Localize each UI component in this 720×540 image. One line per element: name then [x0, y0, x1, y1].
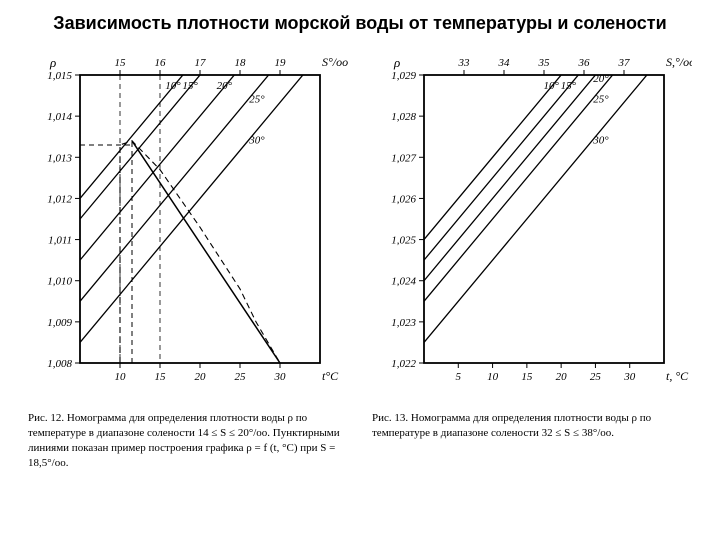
svg-text:15: 15 [155, 371, 167, 383]
svg-text:t, °C: t, °C [666, 369, 689, 383]
svg-text:t°C: t°C [322, 369, 339, 383]
svg-text:20: 20 [556, 371, 568, 383]
svg-text:19: 19 [275, 57, 287, 69]
svg-text:ρ: ρ [49, 55, 56, 70]
svg-text:ρ: ρ [393, 55, 400, 70]
svg-text:1,022: 1,022 [391, 358, 416, 370]
svg-text:S°/oo: S°/oo [322, 55, 348, 69]
svg-text:33: 33 [458, 57, 471, 69]
svg-text:1,027: 1,027 [391, 153, 416, 165]
svg-text:1,008: 1,008 [47, 358, 72, 370]
page-title: Зависимость плотности морской воды от те… [20, 12, 700, 35]
svg-text:1,025: 1,025 [391, 235, 416, 247]
svg-text:20°: 20° [593, 73, 609, 85]
svg-text:1,009: 1,009 [47, 317, 72, 329]
svg-text:1,013: 1,013 [47, 153, 72, 165]
charts-container: 1,015 1,014 1,013 1,012 1,011 1,010 1,009 1,008… [20, 45, 700, 470]
svg-text:1,024: 1,024 [391, 276, 416, 288]
svg-text:1,026: 1,026 [391, 194, 416, 206]
svg-text:16: 16 [155, 57, 167, 69]
svg-text:20: 20 [195, 371, 207, 383]
svg-text:34: 34 [498, 57, 511, 69]
svg-text:25°: 25° [249, 94, 265, 106]
svg-text:30°: 30° [248, 135, 265, 147]
svg-text:25°: 25° [593, 94, 609, 106]
svg-text:30: 30 [623, 371, 636, 383]
right-column: 1,029 1,028 1,027 1,026 1,025 1,024 1,023 1,022… [372, 45, 692, 470]
svg-text:10°: 10° [543, 80, 559, 92]
svg-text:S,°/oo: S,°/oo [666, 55, 692, 69]
svg-text:10: 10 [487, 371, 499, 383]
svg-text:1,014: 1,014 [47, 112, 72, 124]
svg-text:35: 35 [538, 57, 551, 69]
nomogram-left: 1,015 1,014 1,013 1,012 1,011 1,010 1,009 1,008… [28, 45, 348, 405]
svg-text:10°: 10° [165, 80, 181, 92]
caption-right: Рис. 13. Номограмма для определения плот… [372, 411, 692, 441]
svg-text:25: 25 [235, 371, 247, 383]
caption-left: Рис. 12. Номограмма для определения плот… [28, 411, 348, 470]
svg-text:37: 37 [618, 57, 631, 69]
svg-text:1,028: 1,028 [391, 112, 416, 124]
svg-text:36: 36 [578, 57, 591, 69]
nomogram-right: 1,029 1,028 1,027 1,026 1,025 1,024 1,023 1,022… [372, 45, 692, 405]
svg-text:15: 15 [521, 371, 533, 383]
svg-text:1,011: 1,011 [48, 235, 72, 247]
svg-text:18: 18 [235, 57, 247, 69]
svg-text:25: 25 [590, 371, 602, 383]
svg-text:1,010: 1,010 [47, 276, 72, 288]
svg-text:15: 15 [115, 57, 127, 69]
svg-text:5: 5 [456, 371, 462, 383]
svg-text:30: 30 [274, 371, 287, 383]
svg-text:1,012: 1,012 [47, 194, 72, 206]
svg-text:20°: 20° [217, 80, 233, 92]
svg-text:15°: 15° [182, 80, 198, 92]
svg-text:1,029: 1,029 [391, 70, 416, 82]
svg-text:10: 10 [115, 371, 127, 383]
left-column: 1,015 1,014 1,013 1,012 1,011 1,010 1,009 1,008… [28, 45, 348, 470]
svg-text:17: 17 [195, 57, 207, 69]
svg-text:1,015: 1,015 [47, 70, 72, 82]
svg-text:30°: 30° [592, 135, 609, 147]
svg-text:1,023: 1,023 [391, 317, 416, 329]
svg-text:15°: 15° [561, 80, 577, 92]
